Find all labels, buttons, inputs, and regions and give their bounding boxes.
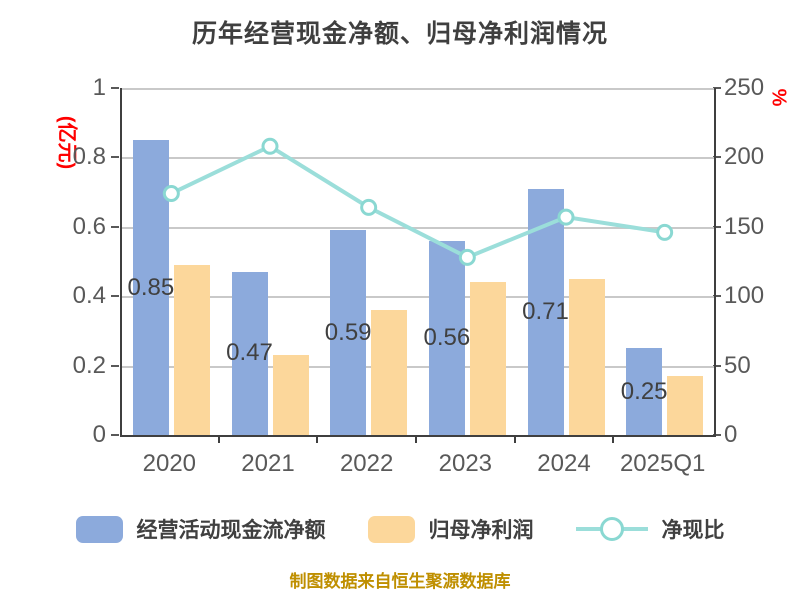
net-profit-bar: [667, 376, 704, 435]
gridline: [122, 226, 714, 229]
right-axis-tickmark: [713, 364, 721, 367]
cash-flow-bar: [330, 230, 367, 435]
x-axis-label-2022: 2022: [339, 450, 394, 477]
left-axis-tickmark: [111, 225, 119, 228]
legend-swatch: [75, 515, 123, 543]
net-profit-bar: [173, 264, 210, 435]
net-profit-bar: [272, 355, 309, 435]
gridline: [122, 157, 714, 160]
x-axis-tickmark: [415, 435, 417, 443]
x-axis-label-2020: 2020: [142, 450, 197, 477]
x-axis-label-2024: 2024: [537, 450, 591, 477]
right-axis-tick-label: 100: [724, 282, 765, 310]
cash-flow-bar: [428, 240, 465, 435]
left-axis-tickmark: [111, 87, 119, 89]
ratio-line-series: [162, 137, 674, 266]
left-axis-tickmark: [111, 434, 119, 436]
x-axis-tickmark: [513, 435, 516, 443]
bar-value-label: 0.47: [226, 339, 273, 367]
right-axis-tick-label: 50: [724, 351, 751, 379]
chart-title: 历年经营现金净额、归母净利润情况: [191, 20, 608, 48]
cash-flow-bar: [626, 348, 663, 435]
legend-item-cash-flow[interactable]: 经营活动现金流净额: [75, 514, 326, 544]
x-axis-label-2025Q1: 2025Q1: [619, 450, 706, 477]
legend-label: 净现比: [661, 519, 725, 542]
left-axis-tick-label: 0.8: [72, 143, 106, 171]
right-axis-tick-label: 200: [724, 143, 765, 171]
x-axis-tickmark: [217, 435, 220, 443]
net-profit-bar: [469, 282, 506, 435]
bar-value-label: 0.85: [127, 273, 175, 301]
right-axis-tickmark: [713, 87, 721, 89]
gridline: [122, 296, 714, 299]
ratio-line-marker: [458, 248, 476, 266]
right-axis-tickmark: [713, 225, 721, 228]
bar-value-label: 0.59: [324, 318, 372, 346]
right-axis-tick-label: 0: [724, 421, 738, 448]
gridline: [122, 88, 714, 90]
x-axis-line: [120, 435, 716, 437]
right-axis-tickmark: [713, 156, 721, 159]
bar-value-label: 0.56: [423, 323, 471, 351]
legend-label: 经营活动现金流净额: [136, 519, 326, 542]
ratio-line: [170, 144, 665, 260]
net-profit-bar: [568, 278, 605, 435]
left-axis-tick-label: 0.2: [72, 351, 106, 379]
right-axis-tick-label: 150: [724, 212, 765, 240]
ratio-line-marker: [162, 184, 180, 202]
right-axis-tickmark: [713, 295, 721, 298]
right-axis-tick-label: 250: [724, 74, 765, 101]
legend-item-ratio[interactable]: 净现比: [575, 514, 725, 544]
ratio-line-marker: [261, 137, 279, 155]
plot-area: 0.85 0.47 0.59 0.56 0.71 0.25: [120, 88, 716, 437]
legend-label: 归母净利润: [428, 519, 534, 542]
bar-value-label: 0.71: [522, 297, 569, 325]
left-axis-tick-label: 0: [92, 421, 106, 448]
x-axis-label-2021: 2021: [241, 450, 295, 477]
legend: 经营活动现金流净额 归母净利润 净现比: [0, 514, 800, 544]
left-axis-tickmark: [111, 295, 119, 298]
ratio-line-marker: [557, 208, 575, 226]
net-profit-bar: [371, 310, 408, 435]
x-axis-label-2023: 2023: [438, 450, 493, 477]
legend-line-marker: [599, 517, 624, 541]
ratio-line-marker: [656, 223, 674, 241]
cash-flow-bar: [132, 140, 169, 435]
x-axis-tickmark: [612, 435, 615, 443]
legend-item-net-profit[interactable]: 归母净利润: [367, 514, 534, 544]
left-axis-tickmark: [111, 364, 119, 367]
ratio-line-marker: [360, 198, 378, 216]
data-source-note: 制图数据来自恒生聚源数据库: [289, 572, 511, 591]
left-axis-tick-label: 1: [92, 74, 106, 101]
x-axis-tickmark: [316, 435, 319, 443]
left-axis-tick-label: 0.4: [72, 282, 106, 310]
right-axis-tickmark: [713, 434, 721, 436]
legend-swatch: [367, 515, 415, 543]
bar-value-label: 0.25: [620, 377, 668, 405]
left-axis-tickmark: [111, 156, 119, 159]
legend-line-symbol: [575, 516, 648, 542]
left-axis-tick-label: 0.6: [72, 212, 106, 240]
gridline: [122, 365, 714, 368]
cash-flow-bar: [231, 271, 268, 435]
